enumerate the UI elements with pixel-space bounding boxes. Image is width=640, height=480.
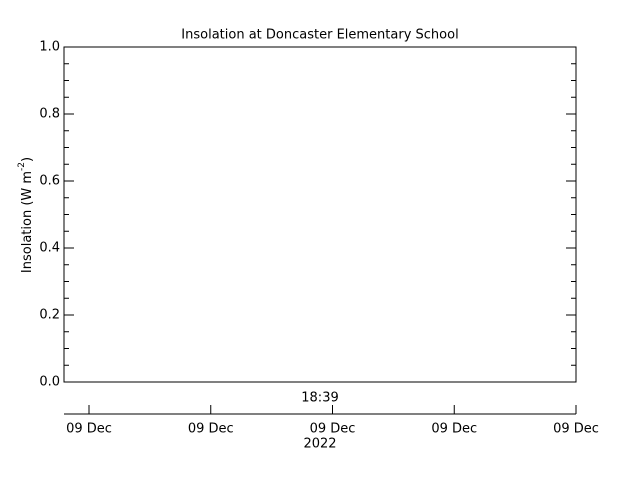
y-tick-label: 0.2 <box>39 308 60 323</box>
x-year-label: 2022 <box>303 437 336 452</box>
x-tick-label: 09 Dec <box>431 422 477 437</box>
y-tick-label: 0.0 <box>39 375 60 390</box>
y-label-close: ) <box>20 157 35 162</box>
y-label-superscript: -2 <box>17 162 27 171</box>
y-axis-label: Insolation (W m-2) <box>17 157 35 273</box>
chart-title: Insolation at Doncaster Elementary Schoo… <box>181 28 458 43</box>
plot-frame <box>63 46 577 383</box>
x-tick-label: 09 Dec <box>553 422 599 437</box>
y-label-text: Insolation (W m <box>20 171 35 273</box>
y-tick-label: 1.0 <box>39 40 60 55</box>
y-tick-label: 0.6 <box>39 174 60 189</box>
y-tick-label: 0.4 <box>39 241 60 256</box>
x-time-label: 18:39 <box>301 391 338 406</box>
x-tick-label: 09 Dec <box>66 422 112 437</box>
y-tick-label: 0.8 <box>39 107 60 122</box>
x-tick-label: 09 Dec <box>310 422 356 437</box>
x-tick-label: 09 Dec <box>188 422 234 437</box>
